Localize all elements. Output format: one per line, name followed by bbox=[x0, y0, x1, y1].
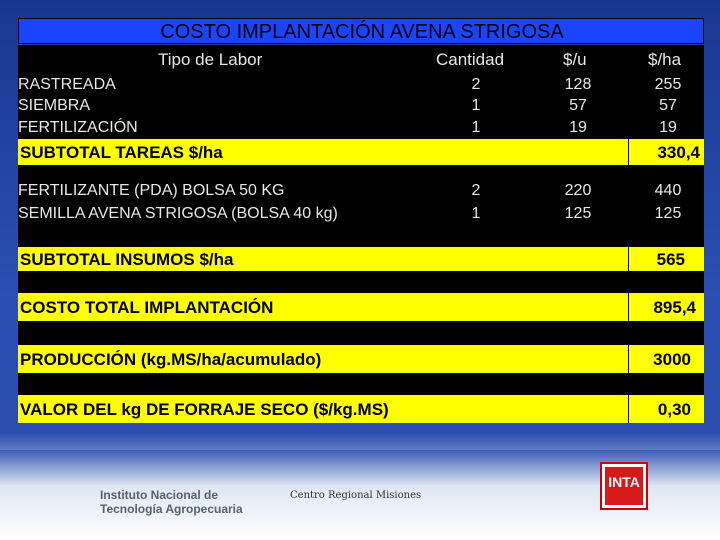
title-bar: COSTO IMPLANTACIÓN AVENA STRIGOSA bbox=[18, 18, 704, 44]
tarea-ha-1: 57 bbox=[659, 97, 677, 114]
insumo-cantidad-0: 2 bbox=[471, 182, 481, 199]
valor-row: VALOR DEL kg DE FORRAJE SECO ($/kg.MS) 0… bbox=[18, 395, 704, 423]
separator-4 bbox=[18, 321, 704, 345]
insumo-unit-1: 125 bbox=[564, 205, 592, 222]
subtotal-insumos-label: SUBTOTAL INSUMOS $/ha bbox=[20, 250, 234, 269]
subtotal-insumos-value: 565 bbox=[656, 250, 685, 269]
tarea-cantidad-2: 1 bbox=[471, 119, 481, 136]
separator-2 bbox=[18, 229, 704, 247]
tarea-cantidad-1: 1 bbox=[471, 97, 481, 114]
insumo-label-0: FERTILIZANTE (PDA) BOLSA 50 KG bbox=[18, 182, 285, 199]
tarea-ha-2: 19 bbox=[659, 119, 677, 136]
insumo-ha-0: 440 bbox=[654, 182, 682, 199]
separator-5 bbox=[18, 373, 704, 395]
page-title: COSTO IMPLANTACIÓN AVENA STRIGOSA bbox=[160, 21, 564, 43]
header-unit: $/u bbox=[563, 50, 587, 69]
tarea-ha-0: 255 bbox=[654, 76, 682, 93]
institute-line2: Tecnología Agropecuaria bbox=[100, 502, 243, 516]
insumos-block: FERTILIZANTE (PDA) BOLSA 50 KG 2 220 440… bbox=[18, 179, 704, 229]
cost-table: COSTO IMPLANTACIÓN AVENA STRIGOSA Tipo d… bbox=[18, 15, 704, 425]
subtotal-tareas-row: SUBTOTAL TAREAS $/ha 330,4 bbox=[18, 139, 704, 165]
separator-1 bbox=[18, 165, 704, 179]
insumo-ha-1: 125 bbox=[654, 205, 682, 222]
inta-logo-fill bbox=[605, 467, 643, 505]
header-labor: Tipo de Labor bbox=[158, 50, 263, 69]
produccion-value: 3000 bbox=[653, 350, 691, 369]
subtotal-insumos-row: SUBTOTAL INSUMOS $/ha 565 bbox=[18, 247, 704, 271]
tarea-unit-2: 19 bbox=[569, 119, 587, 136]
insumo-label-1: SEMILLA AVENA STRIGOSA (BOLSA 40 kg) bbox=[18, 205, 338, 222]
institute-name: Instituto Nacional de Tecnología Agropec… bbox=[100, 488, 243, 516]
tarea-unit-1: 57 bbox=[569, 97, 587, 114]
tarea-cantidad-0: 2 bbox=[471, 76, 481, 93]
costo-total-row: COSTO TOTAL IMPLANTACIÓN 895,4 bbox=[18, 293, 704, 321]
insumo-unit-0: 220 bbox=[564, 182, 592, 199]
tarea-label-0: RASTREADA bbox=[18, 76, 116, 93]
header-row: Tipo de Labor Cantidad $/u $/ha bbox=[18, 45, 704, 73]
valor-value: 0,30 bbox=[657, 400, 691, 419]
produccion-label: PRODUCCIÓN (kg.MS/ha/acumulado) bbox=[20, 350, 322, 369]
subtotal-tareas-label: SUBTOTAL TAREAS $/ha bbox=[20, 143, 223, 162]
col-divider bbox=[628, 139, 629, 423]
inta-logo: INTA bbox=[600, 462, 648, 510]
inta-logo-text: INTA bbox=[608, 474, 640, 490]
costo-total-label: COSTO TOTAL IMPLANTACIÓN bbox=[20, 298, 274, 317]
tarea-label-2: FERTILIZACIÓN bbox=[18, 119, 138, 136]
produccion-row: PRODUCCIÓN (kg.MS/ha/acumulado) 3000 bbox=[18, 345, 704, 373]
tarea-label-1: SIEMBRA bbox=[18, 97, 91, 114]
tareas-block: RASTREADA 2 128 255 SIEMBRA 1 57 57 FERT… bbox=[18, 73, 704, 139]
header-cantidad: Cantidad bbox=[436, 50, 505, 69]
tarea-unit-0: 128 bbox=[564, 76, 592, 93]
institute-line1: Instituto Nacional de bbox=[100, 488, 219, 502]
separator-3 bbox=[18, 271, 704, 293]
costo-total-value: 895,4 bbox=[653, 298, 696, 317]
subtotal-tareas-value: 330,4 bbox=[657, 143, 700, 162]
regional-center: Centro Regional Misiones bbox=[290, 490, 422, 501]
header-ha: $/ha bbox=[648, 50, 682, 69]
insumo-cantidad-1: 1 bbox=[471, 205, 481, 222]
valor-label: VALOR DEL kg DE FORRAJE SECO ($/kg.MS) bbox=[20, 400, 389, 419]
